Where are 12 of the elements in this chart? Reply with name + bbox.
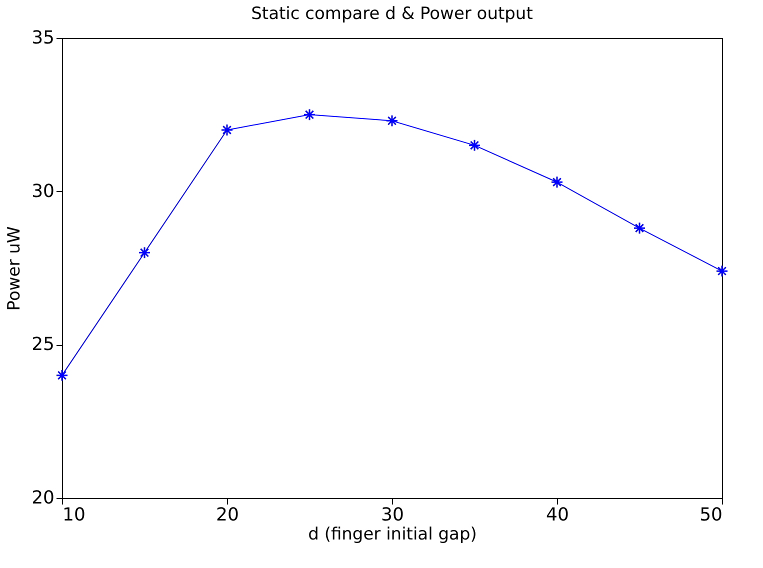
x-tick-label: 50 [700, 504, 722, 526]
y-tick-label: 20 [32, 488, 54, 508]
x-tick-label: 10 [62, 504, 86, 526]
x-axis-title: d (finger initial gap) [308, 524, 477, 544]
x-tick-label: 40 [546, 504, 569, 526]
x-tick-label: 20 [216, 504, 239, 526]
chart-title: Static compare d & Power output [251, 4, 534, 24]
y-tick-label: 35 [32, 28, 54, 48]
y-tick-label: 30 [32, 180, 54, 202]
y-axis-title: Power uW [4, 226, 25, 311]
x-tick-label: 30 [381, 504, 404, 526]
y-tick-label: 25 [32, 334, 54, 356]
